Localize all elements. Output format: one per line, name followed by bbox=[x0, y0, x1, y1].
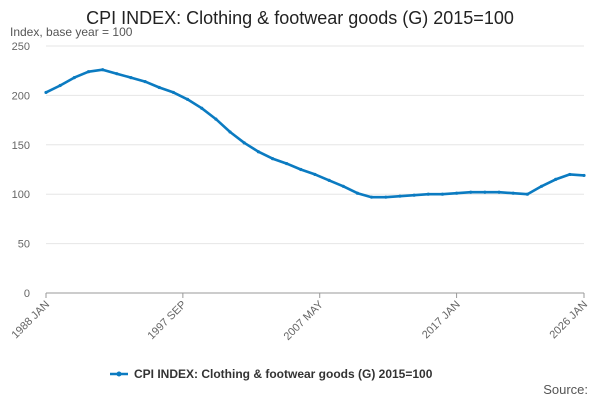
y-tick-label: 250 bbox=[12, 41, 30, 53]
series-layer bbox=[44, 68, 586, 199]
data-point[interactable] bbox=[483, 190, 487, 194]
data-point[interactable] bbox=[454, 191, 459, 195]
data-point[interactable] bbox=[171, 90, 176, 95]
data-point[interactable] bbox=[129, 76, 133, 80]
series-line[interactable] bbox=[44, 68, 586, 199]
data-point[interactable] bbox=[497, 190, 501, 194]
y-axis-label: Index, base year = 100 bbox=[10, 25, 133, 39]
data-point[interactable] bbox=[426, 192, 430, 196]
data-point[interactable] bbox=[370, 195, 374, 199]
data-point[interactable] bbox=[143, 79, 147, 84]
axes bbox=[45, 292, 585, 298]
data-point[interactable] bbox=[554, 177, 558, 181]
data-point[interactable] bbox=[58, 83, 62, 88]
data-point[interactable] bbox=[270, 157, 275, 161]
y-tick-label: 200 bbox=[12, 90, 30, 102]
x-tick-label: 2007 MAY bbox=[282, 298, 327, 343]
data-point[interactable] bbox=[242, 141, 246, 145]
data-point[interactable] bbox=[285, 161, 289, 166]
x-tick-label: 2017 JAN bbox=[420, 299, 463, 342]
data-point[interactable] bbox=[327, 178, 331, 182]
legend[interactable]: CPI INDEX: Clothing & footwear goods (G)… bbox=[110, 367, 433, 381]
data-point[interactable] bbox=[511, 191, 515, 195]
data-point[interactable] bbox=[398, 194, 402, 198]
y-tick-label: 0 bbox=[24, 288, 30, 300]
x-tick-label: 1997 SEP bbox=[145, 299, 189, 343]
data-point[interactable] bbox=[200, 106, 204, 110]
data-point[interactable] bbox=[525, 192, 529, 196]
data-point[interactable] bbox=[384, 195, 388, 199]
data-point[interactable] bbox=[313, 172, 317, 177]
y-tick-labels: 0 50 100 150 200 250 bbox=[12, 41, 30, 300]
y-tick-label: 150 bbox=[12, 140, 30, 152]
data-point[interactable] bbox=[214, 117, 218, 121]
x-tick-label: 2026 JAN bbox=[547, 299, 590, 342]
chart-title: CPI INDEX: Clothing & footwear goods (G)… bbox=[86, 8, 514, 28]
data-point[interactable] bbox=[440, 192, 445, 196]
data-point[interactable] bbox=[355, 191, 360, 195]
data-point[interactable] bbox=[44, 90, 48, 95]
data-point[interactable] bbox=[228, 130, 232, 134]
legend-dot-marker bbox=[116, 371, 122, 377]
data-point[interactable] bbox=[256, 150, 260, 154]
source-label: Source: bbox=[543, 382, 588, 397]
y-tick-label: 100 bbox=[12, 189, 30, 201]
data-point[interactable] bbox=[412, 193, 416, 197]
data-point[interactable] bbox=[72, 76, 76, 80]
data-point[interactable] bbox=[185, 97, 190, 101]
data-point[interactable] bbox=[469, 190, 473, 194]
data-point[interactable] bbox=[115, 72, 119, 76]
data-point[interactable] bbox=[539, 184, 544, 188]
legend-label: CPI INDEX: Clothing & footwear goods (G)… bbox=[134, 367, 433, 381]
data-point[interactable] bbox=[157, 85, 161, 90]
data-point[interactable] bbox=[101, 68, 105, 72]
x-tick-label: 1988 JAN bbox=[9, 299, 52, 342]
gridlines bbox=[46, 45, 584, 245]
data-point[interactable] bbox=[568, 172, 572, 177]
y-tick-label: 50 bbox=[18, 239, 30, 251]
data-point[interactable] bbox=[299, 167, 303, 172]
data-point[interactable] bbox=[86, 70, 91, 74]
data-point[interactable] bbox=[341, 184, 345, 188]
x-tick-labels: 1988 JAN 1997 SEP 2007 MAY 2017 JAN 2026 JAN bbox=[9, 298, 590, 343]
data-point[interactable] bbox=[582, 173, 586, 178]
